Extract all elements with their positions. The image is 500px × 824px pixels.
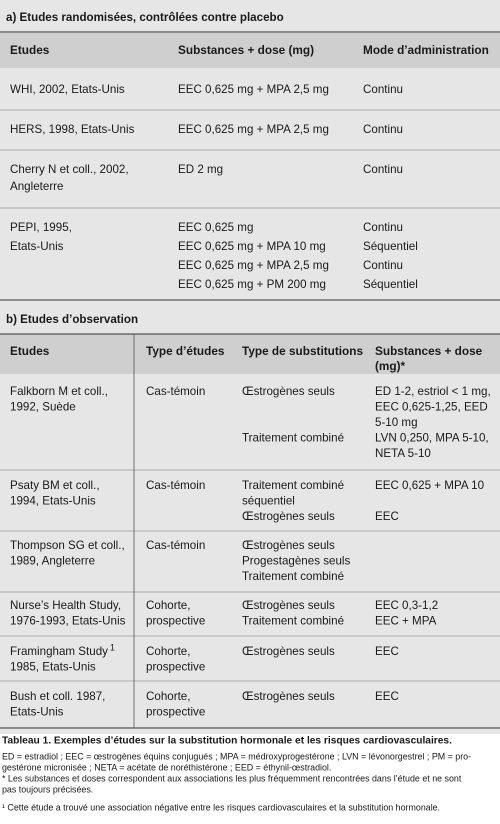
cell-text: Angleterre	[10, 180, 64, 193]
cell-text: EEC 0,625 mg + MPA 10 mg	[178, 240, 326, 253]
cell-text: Cohorte,	[146, 599, 190, 612]
cell-text: Œstrogènes seuls	[242, 599, 335, 612]
cell-text: EEC 0,625 mg + PM 200 mg	[178, 278, 326, 291]
column-header: Type de substitutions	[242, 344, 363, 358]
cell-text: LVN 0,250, MPA 5-10,	[375, 432, 489, 445]
cell-text: Continu	[363, 123, 403, 136]
cell-text: Œstrogènes seuls	[242, 690, 335, 703]
cell-text: EEC	[375, 510, 399, 523]
cell-text: WHI, 2002, Etats-Unis	[10, 83, 125, 96]
cell-text: 1989, Angleterre	[10, 555, 95, 568]
cell-text: 5-10 mg	[375, 416, 418, 429]
column-header: Substances + dose (mg)	[178, 43, 314, 57]
cell-text: EEC 0,625 mg + MPA 2,5 mg	[178, 123, 329, 136]
column-header: Etudes	[10, 43, 50, 57]
cell-text: Traitement combiné	[242, 615, 344, 628]
cell-text: Nurse’s Health Study,	[10, 599, 121, 612]
cell-text: Œstrogènes seuls	[242, 510, 335, 523]
cell-text: Continu	[363, 259, 403, 272]
cell-text: ED 2 mg	[178, 163, 223, 176]
column-header: Mode d’administration	[363, 43, 489, 57]
cell-text: EEC 0,625-1,25, EED	[375, 401, 488, 414]
cell-text: Cohorte,	[146, 690, 190, 703]
cell-text: ED 1-2, estriol < 1 mg,	[375, 385, 491, 398]
cell-text: Œstrogènes seuls	[242, 539, 335, 552]
cell-text: EEC 0,3-1,2	[375, 599, 438, 612]
column-header: Etudes	[10, 344, 50, 358]
cell-text: Continu	[363, 221, 403, 234]
cell-text: 1992, Suède	[10, 401, 76, 414]
cell-text: Séquentiel	[363, 240, 418, 253]
caption-note: * Les substances et doses correspondent …	[2, 773, 462, 783]
caption-title: Tableau 1. Exemples d’études sur la subs…	[2, 736, 452, 747]
cell-text: Œstrogènes seuls	[242, 645, 335, 658]
cell-text: EEC	[375, 690, 399, 703]
cell-text: Cohorte,	[146, 645, 190, 658]
column-header: Substances + dose	[375, 344, 483, 358]
cell-text: Psaty BM et coll.,	[10, 479, 100, 492]
cell-text: Etats-Unis	[10, 706, 64, 719]
caption-note: ED = estradiol ; EEC = œstrogènes équins…	[2, 751, 471, 761]
cell-text: Framingham Study	[10, 645, 108, 658]
footnote-mark: 1	[110, 642, 115, 652]
cell-text: séquentiel	[242, 495, 295, 508]
section-title: b) Etudes d’observation	[6, 313, 138, 326]
cell-text: Bush et coll. 1987,	[10, 690, 105, 703]
caption-note: gestérone micronisée ; NETA = acétate de…	[2, 762, 331, 772]
cell-text: Continu	[363, 163, 403, 176]
cell-text: Traitement combiné	[242, 479, 344, 492]
cell-text: prospective	[146, 661, 205, 674]
cell-text: EEC 0,625 mg + MPA 2,5 mg	[178, 259, 329, 272]
cell-text: Continu	[363, 83, 403, 96]
cell-text: Progestagènes seuls	[242, 555, 350, 568]
cell-text: Œstrogènes seuls	[242, 385, 335, 398]
caption-note: pas toujours précisées.	[2, 784, 93, 794]
cell-text: NETA 5-10	[375, 447, 431, 460]
cell-text: 1985, Etats-Unis	[10, 661, 96, 674]
header-background	[0, 334, 500, 374]
cell-text: PEPI, 1995,	[10, 221, 72, 234]
header-background	[0, 33, 500, 68]
cell-text: 1976-1993, Etats-Unis	[10, 615, 126, 628]
cell-text: Traitement combiné	[242, 432, 344, 445]
cell-text: EEC 0,625 + MPA 10	[375, 479, 484, 492]
cell-text: Cherry N et coll., 2002,	[10, 163, 129, 176]
cell-text: Etats-Unis	[10, 240, 64, 253]
cell-text: HERS, 1998, Etats-Unis	[10, 123, 135, 136]
column-header: (mg)*	[375, 359, 406, 373]
column-header: Type d’études	[146, 344, 225, 358]
cell-text: prospective	[146, 615, 205, 628]
cell-text: 1994, Etats-Unis	[10, 495, 96, 508]
section-title: a) Etudes randomisées, contrôlées contre…	[6, 11, 284, 24]
cell-text: EEC + MPA	[375, 615, 437, 628]
cell-text: EEC 0,625 mg + MPA 2,5 mg	[178, 83, 329, 96]
footnote: ¹ Cette étude a trouvé une association n…	[2, 802, 440, 812]
cell-text: EEC	[375, 645, 399, 658]
cell-text: Falkborn M et coll.,	[10, 385, 108, 398]
cell-text: Séquentiel	[363, 278, 418, 291]
cell-text: Cas-témoin	[146, 385, 205, 398]
cell-text: Cas-témoin	[146, 539, 205, 552]
cell-text: EEC 0,625 mg	[178, 221, 253, 234]
cell-text: Cas-témoin	[146, 479, 205, 492]
cell-text: Thompson SG et coll.,	[10, 539, 125, 552]
cell-text: Traitement combiné	[242, 570, 344, 583]
cell-text: prospective	[146, 706, 205, 719]
